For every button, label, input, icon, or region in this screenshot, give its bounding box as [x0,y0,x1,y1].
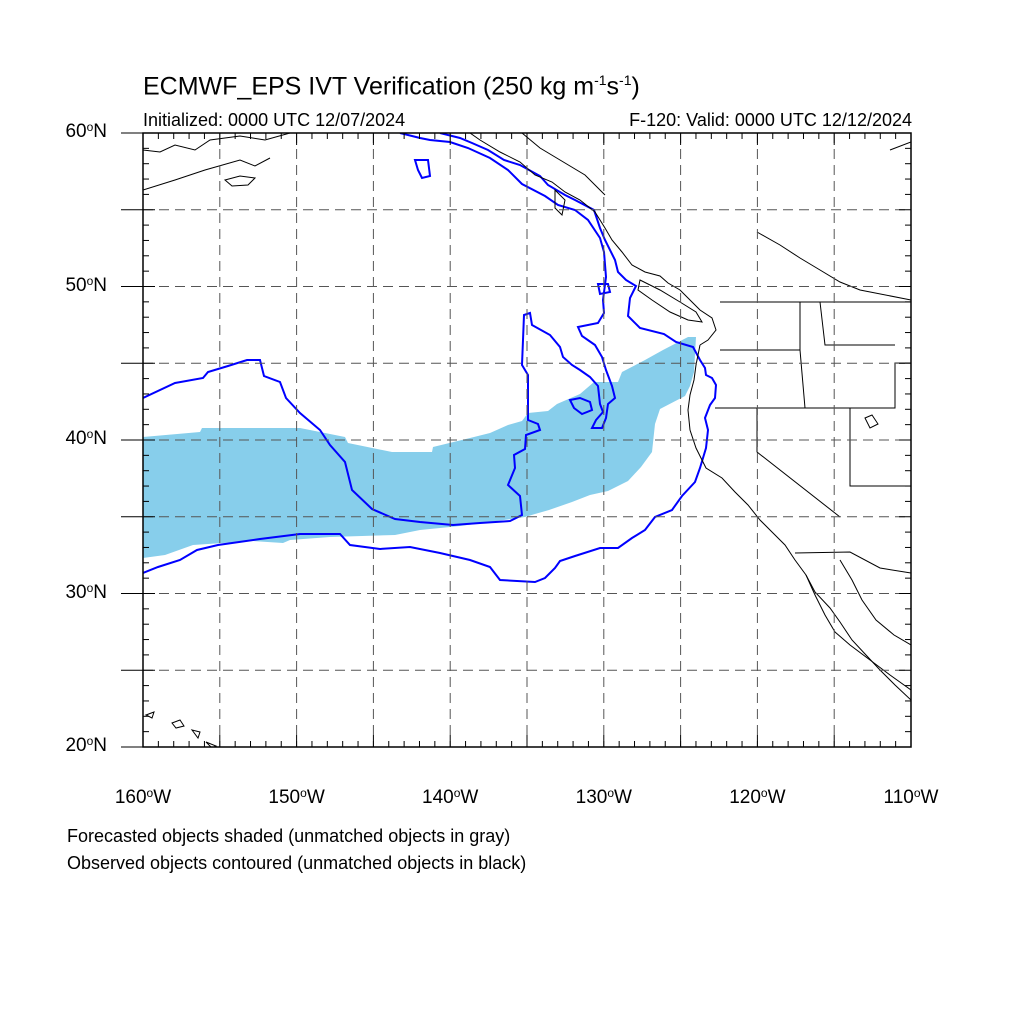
lon-label: 160oW [114,786,172,808]
lat-label: 30oN [65,580,107,603]
lat-label: 60oN [65,120,107,142]
observed-object-2 [143,133,718,584]
alaska-coast [143,133,291,191]
lat-label: 40oN [65,427,107,449]
observed-object-3 [413,159,432,180]
haida-gwaii [554,188,566,217]
valid-time: F-120: Valid: 0000 UTC 12/12/2024 [629,110,912,130]
caption-observed: Observed objects contoured (unmatched ob… [67,853,527,873]
border-us-mexico [794,551,911,574]
observed-object-4 [568,396,594,416]
observed-object-5 [596,283,612,296]
forecast-object [143,337,696,558]
bc-coast [469,133,717,346]
coastlines [143,133,911,747]
axis-ticks [121,132,912,748]
baja-peninsula [805,559,911,691]
lat-label: 20oN [65,734,107,756]
vancouver-island [637,279,703,323]
lon-label: 140oW [422,786,479,808]
plot-frame [142,132,912,748]
observed-object-1 [143,133,617,527]
hudson-coast [756,141,911,301]
hawaii-islands [144,711,218,747]
lon-label: 130oW [575,786,632,808]
initialized-time: Initialized: 0000 UTC 12/07/2024 [143,110,406,130]
observed-contours [143,133,718,584]
lat-label: 50oN [65,273,107,296]
lon-label: 120oW [729,786,786,808]
graticule [143,133,911,747]
lon-label: 110oW [883,786,939,808]
border-states [715,301,911,518]
map-title: ECMWF_EPS IVT Verification (250 kg m-1s-… [143,72,640,101]
lake-great-salt [864,414,879,429]
lon-label: 150oW [268,786,325,808]
caption-forecast: Forecasted objects shaded (unmatched obj… [67,826,511,846]
us-west-coast [687,344,911,701]
